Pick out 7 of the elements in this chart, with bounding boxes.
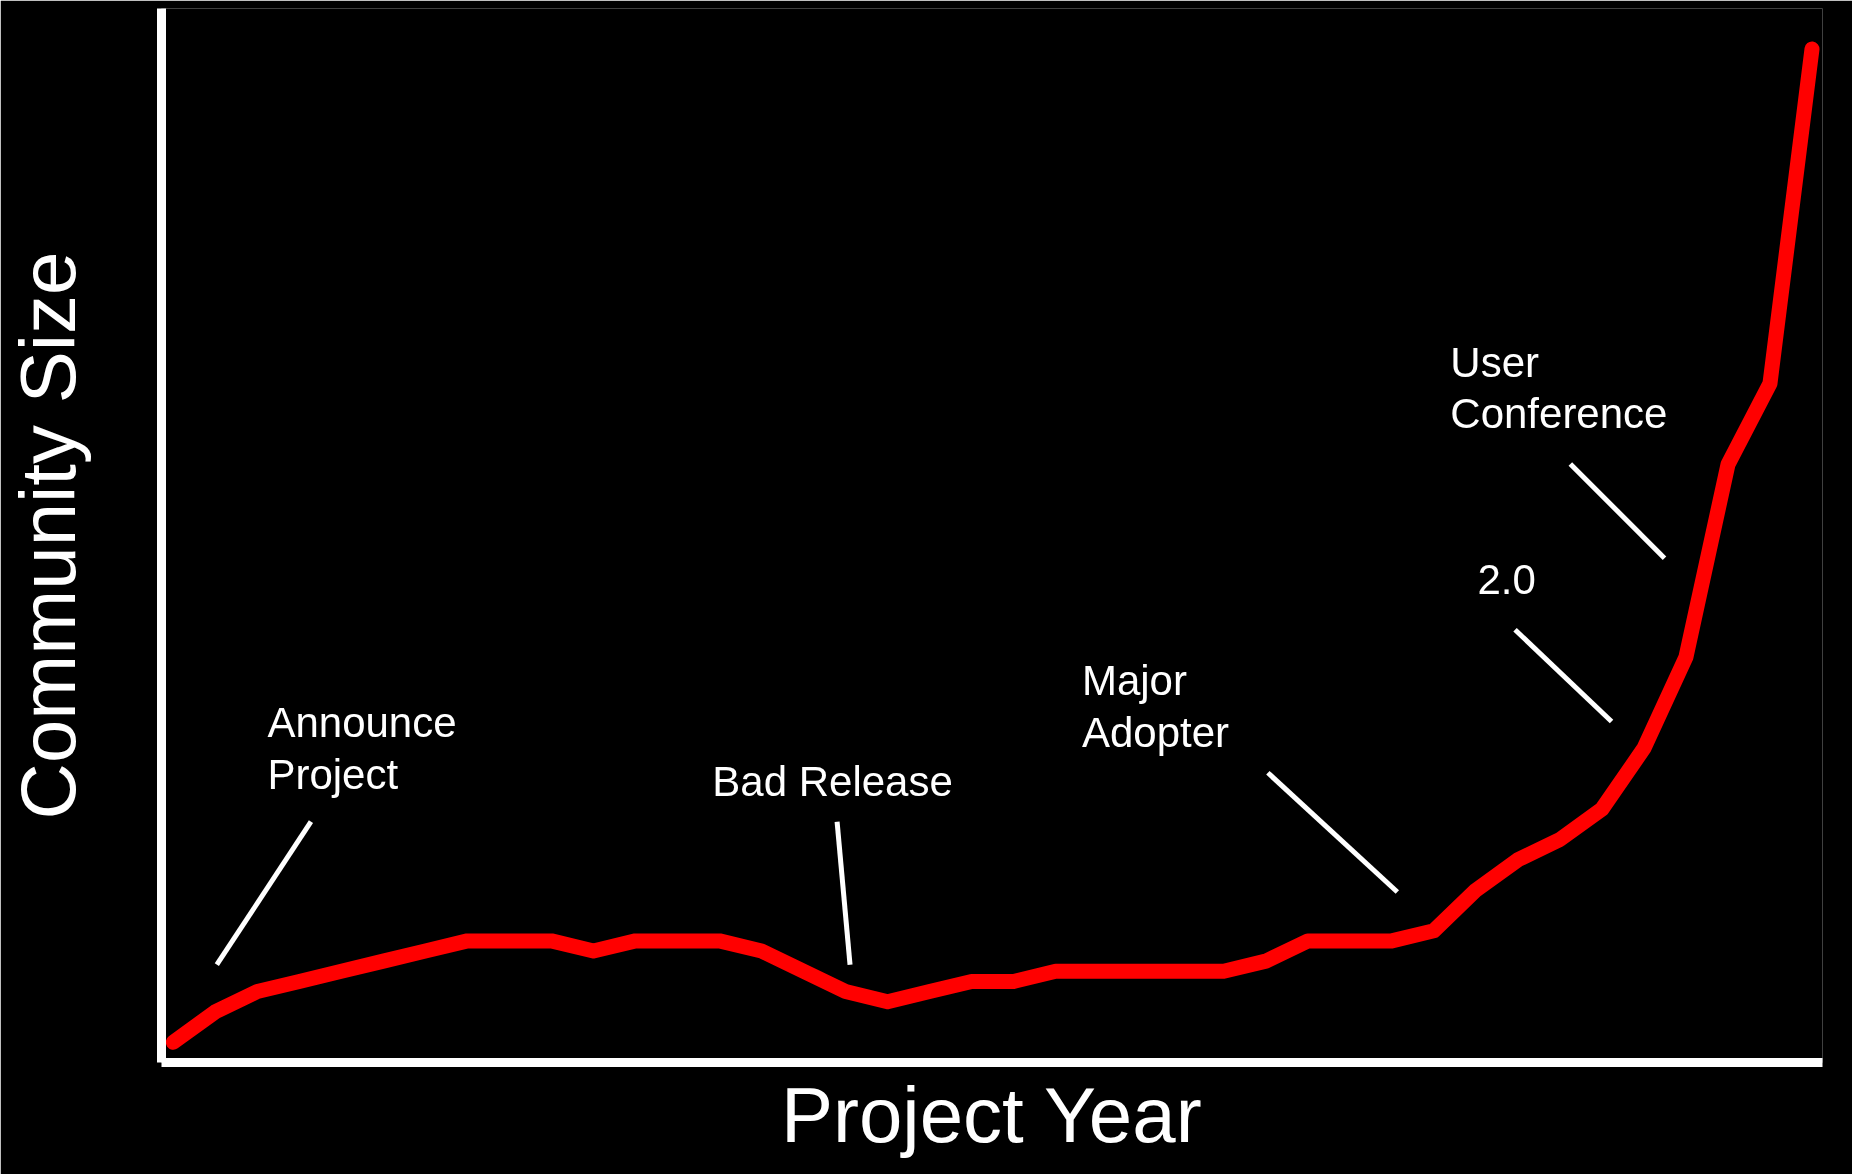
annotation: User Conference: [1450, 338, 1668, 438]
x-axis-title: Project Year: [780, 1070, 1202, 1159]
annotation: Announce Project: [267, 698, 457, 798]
y-axis-title: Community Size: [3, 251, 92, 820]
annotation: Major Adopter: [1081, 657, 1230, 756]
annotation: Bad Release: [712, 758, 953, 806]
annotation: 2.0: [1477, 556, 1536, 604]
